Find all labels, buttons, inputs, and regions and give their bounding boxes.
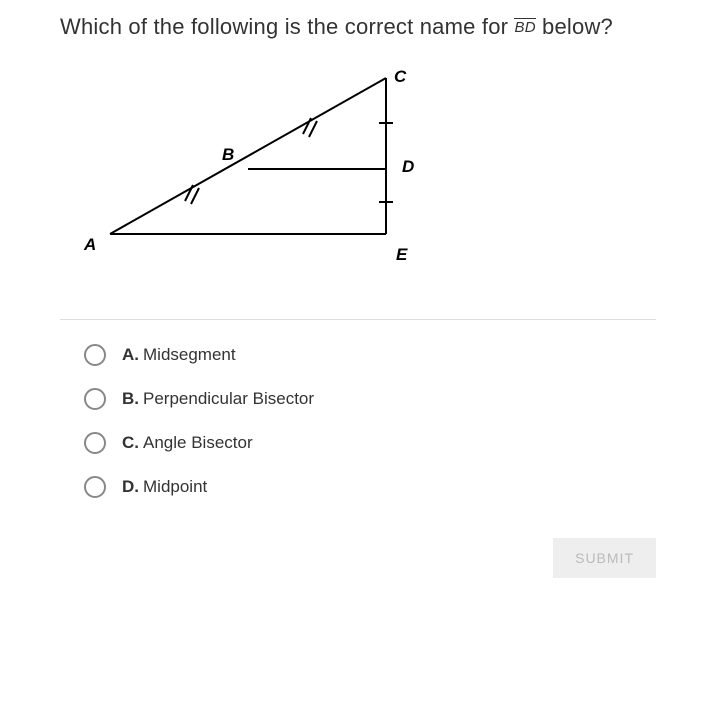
option-label: C.Angle Bisector [122,433,253,453]
question-suffix: below? [536,14,613,39]
divider [60,319,656,320]
radio-icon[interactable] [84,388,106,410]
quiz-container: Which of the following is the correct na… [0,0,716,578]
option-a[interactable]: A.Midsegment [84,344,656,366]
question-text: Which of the following is the correct na… [60,14,656,40]
label-d: D [402,157,414,176]
option-label: B.Perpendicular Bisector [122,389,314,409]
radio-icon[interactable] [84,432,106,454]
segment-bd: BD [514,18,535,36]
label-b: B [222,145,234,164]
radio-icon[interactable] [84,476,106,498]
option-label: D.Midpoint [122,477,207,497]
submit-button[interactable]: SUBMIT [553,538,656,578]
option-c[interactable]: C.Angle Bisector [84,432,656,454]
radio-icon[interactable] [84,344,106,366]
label-a: A [83,235,96,254]
options-list: A.Midsegment B.Perpendicular Bisector C.… [84,344,656,498]
option-d[interactable]: D.Midpoint [84,476,656,498]
triangle-svg: A B C D E [72,64,432,274]
label-c: C [394,67,407,86]
label-e: E [396,245,408,264]
triangle-figure: A B C D E [72,64,656,279]
option-b[interactable]: B.Perpendicular Bisector [84,388,656,410]
option-label: A.Midsegment [122,345,236,365]
submit-wrap: SUBMIT [60,538,656,578]
question-prefix: Which of the following is the correct na… [60,14,514,39]
